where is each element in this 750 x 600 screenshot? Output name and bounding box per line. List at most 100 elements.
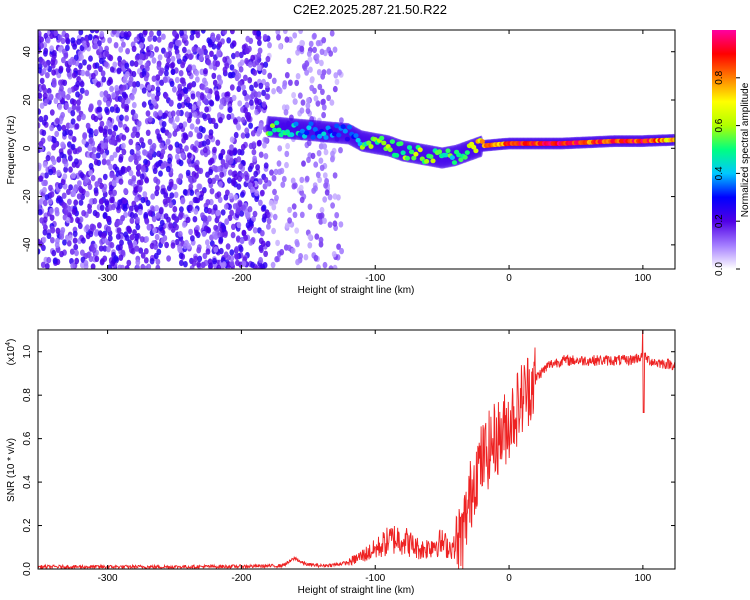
spectrogram-cell (40, 261, 46, 268)
spectrogram-cell (84, 89, 90, 97)
spectrogram-cell (102, 95, 108, 103)
spectrogram-cell (449, 155, 455, 161)
spectrogram-cell (424, 159, 430, 164)
spectrogram-cell (97, 99, 102, 107)
spectrogram-cell (428, 154, 434, 160)
spectrogram-cell (133, 113, 139, 120)
spectrogram-cell (38, 175, 44, 182)
spectrogram-cell (62, 130, 67, 137)
spectrogram-cell (186, 243, 192, 250)
spectrogram-cell (318, 157, 324, 164)
spectrogram-cell (182, 242, 188, 250)
spectrogram-cell (106, 79, 112, 86)
spectrogram-cell (132, 240, 138, 247)
spectrogram-cell (294, 79, 300, 87)
spectrogram-cell (307, 56, 313, 63)
spectrogram-cell (256, 91, 262, 98)
spectrogram-cell (71, 172, 76, 179)
spectrogram-cell (327, 194, 333, 201)
spectrogram-cell (288, 36, 293, 43)
spectrogram-cell (207, 177, 213, 184)
spectrogram-cell (178, 70, 184, 77)
spectrogram-cell (214, 174, 220, 181)
spectrogram-cell (153, 111, 158, 118)
spectrogram-cell (250, 130, 256, 137)
spectrogram-cell (78, 62, 83, 70)
spectrogram-cell (332, 172, 338, 179)
colorbar: 0.0 0.2 0.4 0.6 0.8 Normalized spectral ampl… (712, 30, 750, 276)
spectrogram-cell (318, 218, 324, 225)
spectrogram-cell (106, 225, 112, 233)
spectrogram-cell (314, 233, 320, 240)
spectrogram-cell (263, 137, 269, 144)
spectrogram-cell (322, 172, 328, 179)
spectrogram-cell (182, 46, 187, 54)
spectrogram-cell (313, 185, 318, 192)
spectrogram-cell (41, 129, 47, 137)
spectrogram-x-label: Height of straight line (km) (298, 285, 415, 296)
spectrogram-cell (284, 150, 290, 158)
spectrogram-cell (321, 104, 327, 111)
spectrogram-cell (46, 87, 52, 95)
spectrogram-cell (316, 150, 322, 157)
spectrogram-cell (211, 72, 217, 80)
spectrogram-cell (98, 57, 104, 65)
spectrogram-cell (170, 110, 176, 117)
spectrogram-cell (187, 82, 193, 89)
spectrogram-cell (198, 194, 204, 201)
spectrogram-cell (270, 261, 276, 269)
spectrogram-cell (63, 209, 69, 216)
spectrogram-cell (237, 200, 243, 207)
spectrogram-cell (154, 233, 160, 241)
spectrogram-cell (99, 91, 105, 98)
spectrogram-cell (201, 127, 206, 134)
spectrogram-cell (93, 159, 99, 166)
spectrogram-cell (135, 144, 141, 151)
spectrogram-cell (226, 113, 232, 121)
spectrogram-cell (208, 198, 214, 206)
spectrogram-cell (59, 85, 64, 92)
spectrogram-cell (59, 151, 65, 159)
spectrogram-y-tick-label: -20 (22, 189, 33, 204)
spectrogram-cell (286, 244, 292, 252)
spectrogram-cell (239, 59, 245, 66)
spectrogram-cell (154, 189, 160, 197)
spectrogram-cell (101, 152, 107, 160)
spectrogram-cell (91, 72, 96, 80)
spectrogram-cell (69, 248, 75, 255)
spectrogram-cell (213, 246, 219, 253)
spectrogram-cell (85, 122, 91, 130)
spectrogram-cell (321, 111, 326, 119)
spectrogram-cell (85, 224, 90, 231)
spectrogram-cell (285, 142, 290, 150)
spectrogram-cell (260, 240, 266, 247)
spectrogram-cell (192, 145, 198, 152)
spectrogram-cell (215, 60, 221, 67)
spectrogram-cell (79, 54, 84, 61)
spectrogram-cell (121, 41, 126, 48)
spectrogram-cell (96, 106, 102, 113)
spectrogram-cell (153, 252, 159, 260)
spectrogram-cell (128, 205, 134, 212)
spectrogram-cell (236, 183, 242, 190)
spectrogram-cell (265, 240, 271, 248)
spectrogram-cell (258, 122, 264, 129)
spectrogram-cell (204, 106, 210, 113)
spectrogram-cell (192, 216, 198, 223)
spectrogram-cell (180, 77, 186, 84)
spectrogram-cell (118, 178, 124, 185)
spectrogram-x-tick-label: -200 (231, 273, 251, 284)
spectrogram-cell (122, 197, 128, 205)
spectrogram-cell (315, 171, 321, 178)
spectrogram-cell (189, 34, 195, 41)
spectrogram-cell (117, 55, 122, 63)
spectrogram-cell (49, 109, 55, 116)
spectrogram-cell (262, 142, 267, 149)
spectrogram-cell (126, 259, 132, 267)
spectrogram-cell (141, 101, 147, 108)
spectrogram-cell (53, 97, 59, 105)
spectrogram-cell (135, 149, 141, 157)
spectrogram-cell (287, 206, 292, 214)
spectrogram-cell (128, 169, 134, 177)
